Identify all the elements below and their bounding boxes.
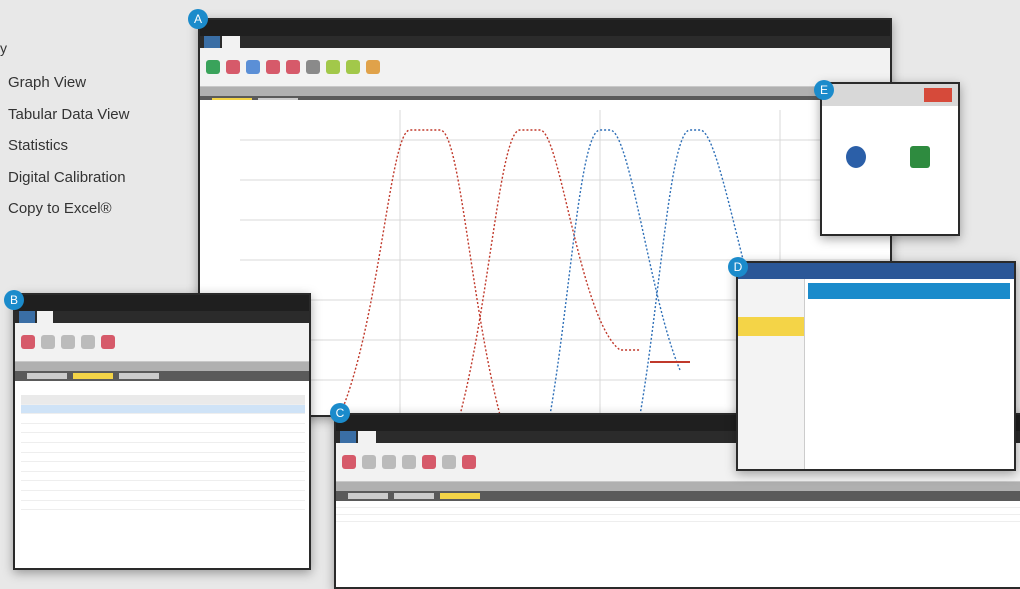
curve-red-2 [459,129,640,415]
excel-export-icon [910,146,930,168]
table-row[interactable] [21,501,305,511]
ribbon-tabs [15,311,309,323]
view-tab[interactable] [440,493,480,499]
table-row[interactable] [21,462,305,472]
legend-heading: y [0,40,7,56]
ribbon-tab[interactable] [340,431,356,443]
calibration-nav-item[interactable] [738,317,804,336]
digital-calibration-window [736,261,1016,471]
toolbar-icon[interactable] [61,335,75,349]
toolbar-icon[interactable] [442,455,456,469]
legend-item-statistics: Statistics [8,137,69,154]
settings-icon[interactable] [246,60,260,74]
calibration-header [808,283,1010,299]
statistics-row[interactable] [336,508,1020,515]
badge-e: E [814,80,834,100]
legend-list: Graph View Tabular Data View Statistics … [8,74,129,232]
toolbar-icon[interactable] [81,335,95,349]
pdf-export-icon [846,146,866,168]
tabular-data-window [13,293,311,570]
toolbar-icon[interactable] [422,455,436,469]
view-tab[interactable] [119,373,159,379]
statistics-row[interactable] [336,515,1020,522]
toolbar-icon[interactable] [101,335,115,349]
table-row[interactable] [21,424,305,434]
graph-icon[interactable] [266,60,280,74]
calibration-nav-item[interactable] [738,355,804,374]
ribbon-tab[interactable] [357,431,376,443]
calibration-nav-item[interactable] [738,298,804,317]
toolbar-icon[interactable] [342,455,356,469]
toolbar-separator [336,482,1020,491]
window-close-icon[interactable] [924,88,952,102]
table-row[interactable] [21,472,305,482]
window-titlebar [738,263,1014,279]
export-panel [820,82,960,236]
view-tab[interactable] [27,373,67,379]
badge-a: A [188,9,208,29]
toolbar-icon[interactable] [41,335,55,349]
table-row[interactable] [21,433,305,443]
table-row[interactable] [21,443,305,453]
ribbon-tab[interactable] [204,36,220,48]
curve-blue-1 [549,129,681,415]
table-icon[interactable] [286,60,300,74]
table-row[interactable] [21,404,305,415]
legend-item-digital-calibration: Digital Calibration [8,168,126,186]
window-titlebar [200,20,890,36]
view-tabs [15,371,309,381]
graph-plot [200,100,890,415]
table-row[interactable] [21,491,305,501]
legend-item-copy-to-excel: Copy to Excel® [8,200,112,217]
ribbon-tab[interactable] [378,431,396,443]
help-icon[interactable] [366,60,380,74]
calibration-icon[interactable] [326,60,340,74]
badge-d: D [728,257,748,277]
badge-b: B [4,290,24,310]
toolbar-icon[interactable] [462,455,476,469]
window-titlebar [15,295,309,311]
view-tab[interactable] [348,493,388,499]
ribbon-toolbar [200,48,890,87]
view-tabs [336,491,1020,501]
statistics-icon[interactable] [306,60,320,74]
ribbon-tab[interactable] [19,311,35,323]
toolbar-icon[interactable] [402,455,416,469]
window-titlebar [822,84,958,106]
calibration-nav [738,279,805,469]
table-header-row [21,395,305,405]
view-tab[interactable] [73,373,113,379]
table-row[interactable] [21,453,305,463]
view-tab[interactable] [394,493,434,499]
table-row[interactable] [21,481,305,491]
export-pdf-button[interactable] [828,146,884,174]
statistics-header-row [336,501,1020,508]
export-excel-button[interactable] [892,146,948,174]
toolbar-icon[interactable] [382,455,396,469]
table-icon[interactable] [21,335,35,349]
ribbon-tab[interactable] [36,311,53,323]
record-icon[interactable] [226,60,240,74]
toolbar-separator [200,87,890,96]
legend-item-graph-view: Graph View [8,74,87,91]
start-icon[interactable] [206,60,220,74]
toolbar-separator [15,362,309,371]
export-icon[interactable] [346,60,360,74]
curve-red-1 [339,129,501,415]
badge-c: C [330,403,350,423]
data-table [21,395,305,511]
calibration-nav-item[interactable] [738,336,804,355]
calibration-nav-item[interactable] [738,279,804,298]
ribbon-toolbar [15,323,309,362]
toolbar-icon[interactable] [362,455,376,469]
table-row[interactable] [21,414,305,424]
ribbon-tab[interactable] [221,36,240,48]
legend-item-tabular-data-view: Tabular Data View [8,105,130,123]
graph-view-window [198,18,892,417]
ribbon-tabs [200,36,890,48]
